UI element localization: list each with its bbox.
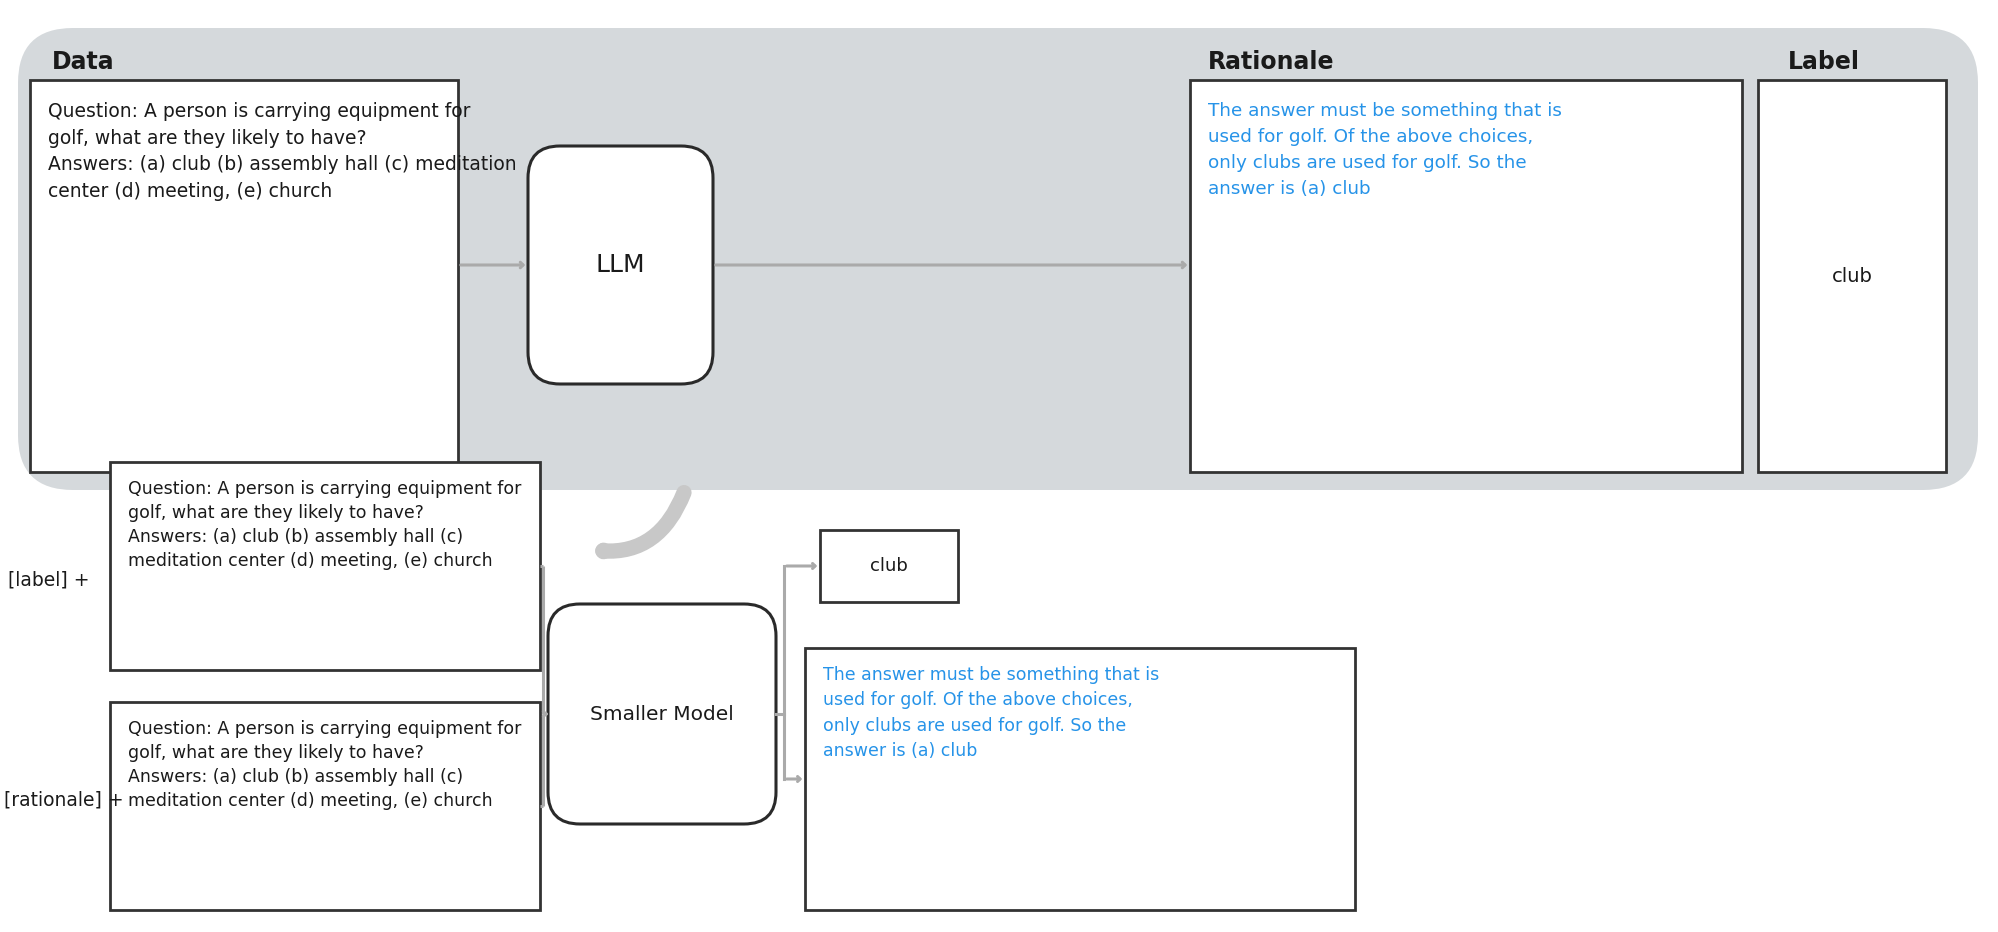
FancyBboxPatch shape xyxy=(547,604,775,824)
Text: Question: A person is carrying equipment for
golf, what are they likely to have?: Question: A person is carrying equipment… xyxy=(48,102,515,200)
FancyBboxPatch shape xyxy=(527,146,713,384)
Bar xyxy=(110,702,539,910)
Bar xyxy=(1189,80,1740,472)
Text: [rationale] +: [rationale] + xyxy=(4,790,124,810)
Text: Question: A person is carrying equipment for
golf, what are they likely to have?: Question: A person is carrying equipment… xyxy=(128,720,521,810)
Text: club: club xyxy=(1830,267,1872,285)
FancyArrowPatch shape xyxy=(603,493,683,552)
Bar xyxy=(805,648,1355,910)
Text: Data: Data xyxy=(52,50,114,74)
FancyBboxPatch shape xyxy=(18,28,1976,490)
Text: Rationale: Rationale xyxy=(1207,50,1335,74)
Text: Label: Label xyxy=(1786,50,1858,74)
Bar xyxy=(1756,80,1944,472)
Text: The answer must be something that is
used for golf. Of the above choices,
only c: The answer must be something that is use… xyxy=(1207,102,1560,199)
Text: Question: A person is carrying equipment for
golf, what are they likely to have?: Question: A person is carrying equipment… xyxy=(128,480,521,569)
Bar xyxy=(110,462,539,670)
Text: The answer must be something that is
used for golf. Of the above choices,
only c: The answer must be something that is use… xyxy=(823,666,1159,760)
Bar xyxy=(819,530,957,602)
Text: [label] +: [label] + xyxy=(8,570,90,590)
Text: Smaller Model: Smaller Model xyxy=(589,705,733,723)
Bar xyxy=(30,80,458,472)
Text: LLM: LLM xyxy=(595,253,645,277)
Text: club: club xyxy=(869,557,907,575)
